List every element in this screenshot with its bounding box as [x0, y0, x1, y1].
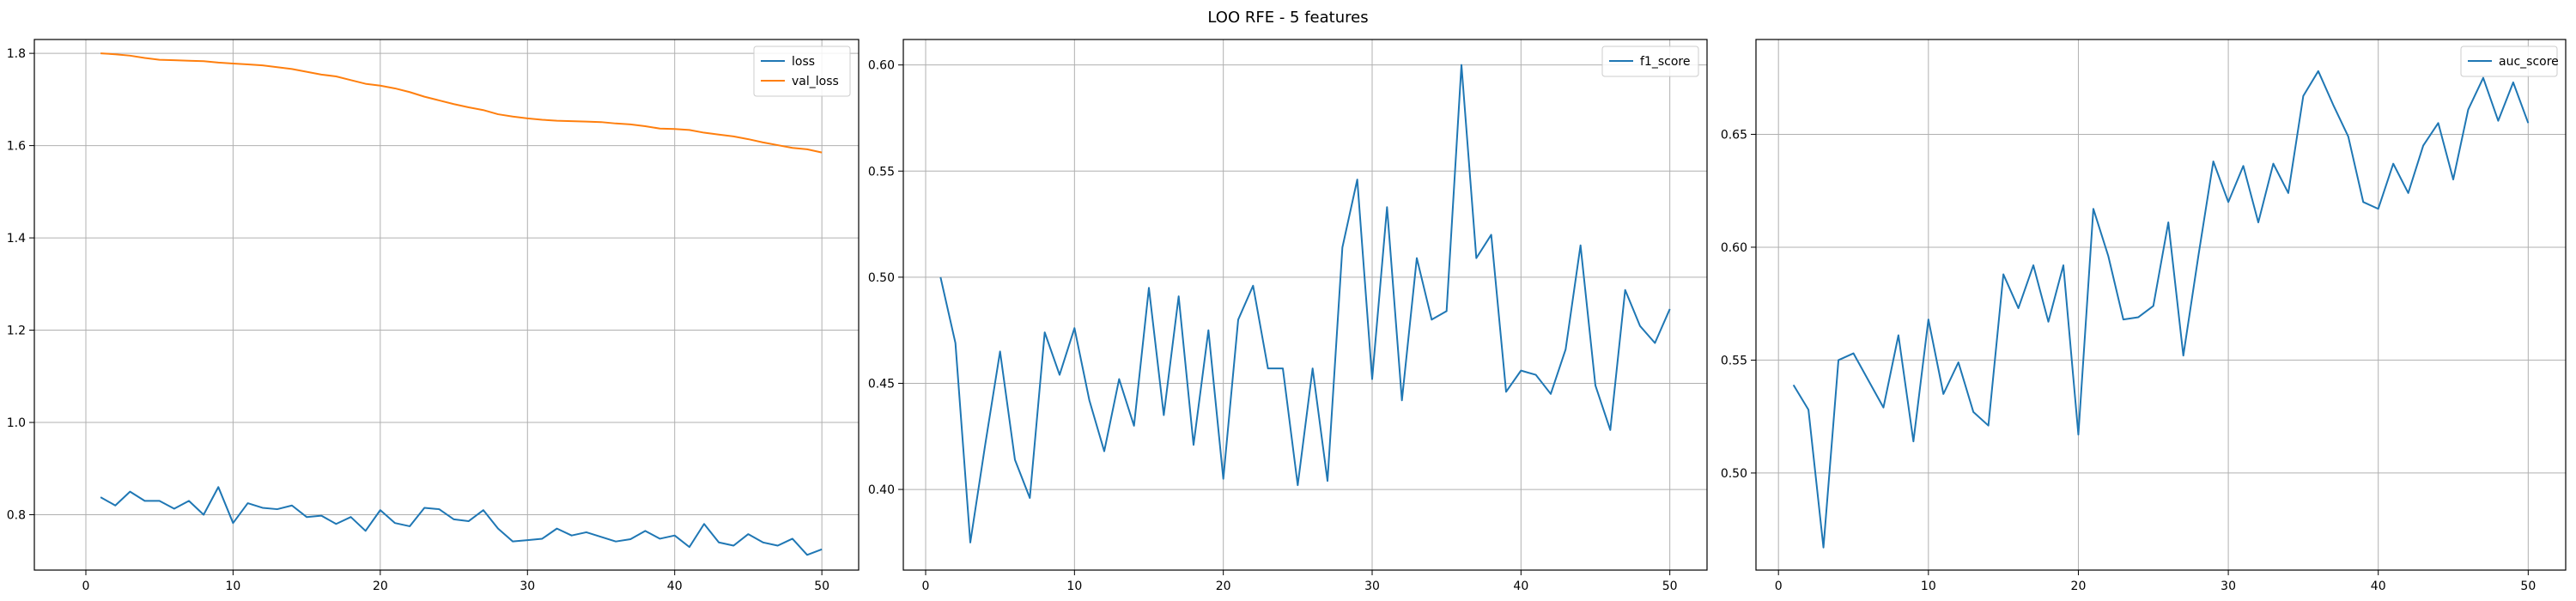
series-line-auc_score: [1792, 70, 2530, 549]
legend: loss val_loss: [753, 46, 851, 97]
series-line-loss: [100, 486, 823, 556]
y-tick-label: 0.50: [868, 271, 895, 285]
axes-frame: [1755, 39, 2567, 571]
axes-frame: [902, 39, 1708, 571]
x-tick-label: 50: [1662, 580, 1678, 593]
y-tick-label: 0.60: [1721, 241, 1747, 255]
x-tick-label: 20: [373, 580, 388, 593]
legend-box: [2460, 46, 2558, 77]
y-tick-label: 0.8: [7, 509, 26, 523]
legend-box: [1601, 46, 1699, 77]
x-tick-label: 10: [1921, 580, 1936, 593]
legend-label-val_loss: val_loss: [792, 75, 839, 88]
y-tick-label: 1.0: [7, 416, 26, 430]
x-tick-label: 0: [922, 580, 930, 593]
y-tick-label: 1.8: [7, 47, 26, 61]
x-tick-label: 0: [1775, 580, 1783, 593]
x-tick-label: 40: [1513, 580, 1528, 593]
series-line-val_loss: [100, 52, 823, 154]
legend-label-f1_score: f1_score: [1640, 55, 1690, 69]
y-tick-label: 0.55: [868, 165, 895, 179]
x-tick-label: 30: [519, 580, 535, 593]
x-tick-label: 40: [667, 580, 683, 593]
x-tick-label: 20: [2071, 580, 2087, 593]
y-tick-label: 0.55: [1721, 354, 1747, 367]
legend: f1_score: [1601, 46, 1699, 77]
y-tick-label: 1.2: [7, 325, 26, 338]
legend: auc_score: [2460, 46, 2559, 77]
x-tick-label: 20: [1216, 580, 1231, 593]
series-line-f1_score: [939, 64, 1671, 543]
x-tick-label: 0: [82, 580, 90, 593]
x-tick-label: 10: [1066, 580, 1082, 593]
legend-box: [753, 46, 851, 97]
x-tick-label: 30: [1364, 580, 1380, 593]
y-tick-label: 0.65: [1721, 128, 1747, 142]
axes-frame: [33, 39, 860, 571]
y-tick-label: 1.6: [7, 140, 26, 154]
figure-title: LOO RFE - 5 features: [1207, 9, 1369, 27]
y-tick-label: 1.4: [7, 232, 26, 246]
chart-auc-score: 0 10 20 30 40 50 0.50 0.55 0.60 0.65 auc_score: [1721, 39, 2567, 593]
y-tick-label: 0.60: [868, 59, 895, 73]
chart-f1-score: 0 10 20 30 40 50 0.40 0.45 0.50 0.55 0.60 f1_score: [868, 39, 1708, 593]
legend-label-loss: loss: [792, 55, 815, 69]
y-tick-label: 0.50: [1721, 467, 1747, 481]
x-tick-label: 50: [2520, 580, 2536, 593]
x-tick-label: 40: [2371, 580, 2386, 593]
legend-label-auc_score: auc_score: [2499, 55, 2559, 69]
y-tick-label: 0.40: [868, 483, 895, 497]
x-tick-label: 10: [226, 580, 241, 593]
x-tick-label: 50: [814, 580, 829, 593]
chart-loss: 0 10 20 30 40 50 0.8 1.0 1.2 1.4 1.6 1.8 loss val_los…: [7, 39, 860, 593]
x-tick-label: 30: [2221, 580, 2236, 593]
y-tick-label: 0.45: [868, 377, 895, 391]
